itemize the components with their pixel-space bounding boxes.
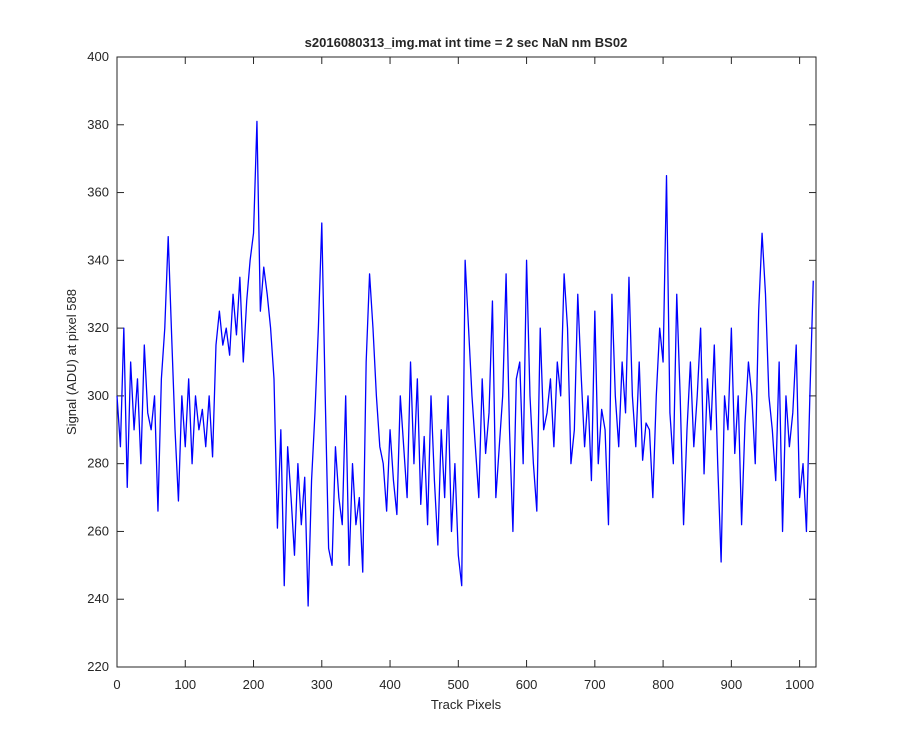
x-axis-label: Track Pixels [431, 697, 502, 712]
x-tick-label: 900 [721, 677, 743, 692]
y-tick-label: 300 [87, 388, 109, 403]
y-tick-label: 220 [87, 659, 109, 674]
data-line [116, 120, 814, 607]
y-tick-label: 280 [87, 456, 109, 471]
axes-box [116, 56, 817, 668]
x-tick-label: 200 [243, 677, 265, 692]
x-tick-label: 600 [516, 677, 538, 692]
y-tick-label: 360 [87, 185, 109, 200]
y-tick-label: 260 [87, 523, 109, 538]
y-tick-label: 380 [87, 117, 109, 132]
x-tick-label: 0 [113, 677, 120, 692]
y-axis-label: Signal (ADU) at pixel 588 [64, 289, 79, 435]
chart-title: s2016080313_img.mat int time = 2 sec NaN… [305, 35, 628, 50]
x-tick-label: 300 [311, 677, 333, 692]
x-tick-label: 500 [447, 677, 469, 692]
x-tick-label: 700 [584, 677, 606, 692]
y-tick-label: 400 [87, 49, 109, 64]
y-tick-label: 320 [87, 320, 109, 335]
x-tick-label: 100 [174, 677, 196, 692]
x-tick-label: 400 [379, 677, 401, 692]
y-tick-label: 240 [87, 591, 109, 606]
x-tick-label: 800 [652, 677, 674, 692]
y-tick-label: 340 [87, 252, 109, 267]
x-tick-label: 1000 [785, 677, 814, 692]
